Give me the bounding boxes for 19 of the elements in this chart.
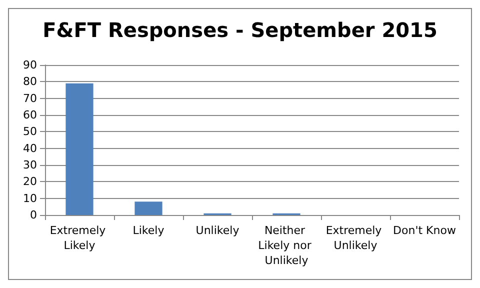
y-tick-label: 0	[30, 208, 37, 222]
x-tick-label: Likely	[132, 224, 165, 237]
y-tick-label: 30	[23, 158, 37, 172]
y-tick-label: 80	[23, 75, 37, 88]
x-tick-label: Extremely Unlikely	[326, 224, 386, 252]
y-tick-label: 20	[23, 175, 37, 188]
bar	[134, 202, 162, 215]
x-tick-label: Unlikely	[196, 224, 240, 237]
chart-title: F&FT Responses - September 2015	[42, 18, 438, 42]
x-tick-label: Extremely Likely	[50, 224, 110, 252]
y-tick-label: 40	[23, 142, 37, 155]
y-tick-label: 70	[23, 92, 37, 105]
y-tick-label: 50	[23, 125, 37, 138]
y-tick-label: 90	[23, 58, 37, 72]
x-tick-label: Neither Likely nor Unlikely	[258, 224, 315, 267]
y-tick-label: 60	[23, 108, 37, 122]
x-tick-label: Don't Know	[393, 224, 456, 237]
y-tick-label: 10	[23, 192, 37, 205]
bar	[66, 83, 94, 215]
